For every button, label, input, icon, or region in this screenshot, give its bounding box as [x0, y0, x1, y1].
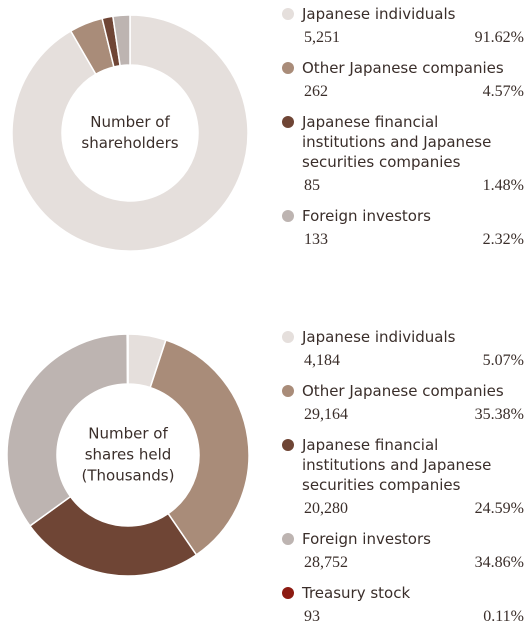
center-label: shares held [85, 446, 172, 464]
legend-numbers: 20,280 24.59% [282, 495, 524, 523]
legend-dot [282, 210, 294, 222]
legend-dot [282, 331, 294, 343]
legend-label: Foreign investors [302, 530, 431, 548]
donut-slice [11, 14, 249, 252]
legend-dot [282, 8, 294, 20]
legend-label: Treasury stock [302, 584, 411, 602]
legend-name: Treasury stock [282, 583, 524, 603]
donut-slice [149, 339, 250, 556]
percent-label: 2.32% [482, 231, 524, 248]
legend-dot [282, 533, 294, 545]
legend-name: Other Japanese companies [282, 381, 524, 401]
legend-item: Japanese financial institutions and Japa… [282, 112, 524, 200]
legend-item: Other Japanese companies 262 4.57% [282, 58, 524, 106]
center-label: shareholders [81, 134, 178, 152]
count-label: 93 [304, 608, 320, 625]
center-label: (Thousands) [82, 467, 175, 485]
legend-item: Japanese individuals 5,251 91.62% [282, 4, 524, 52]
count-label: 85 [304, 177, 320, 194]
count-label: 262 [304, 83, 328, 100]
count-label: 133 [304, 231, 328, 248]
legend-name: Other Japanese companies [282, 58, 524, 78]
legend-dot [282, 439, 294, 451]
legend-item: Japanese financial institutions and Japa… [282, 435, 524, 523]
legend-numbers: 4,184 5.07% [282, 347, 524, 375]
legend-numbers: 133 2.32% [282, 226, 524, 254]
percent-label: 35.38% [474, 406, 524, 423]
percent-label: 5.07% [482, 352, 524, 369]
percent-label: 34.86% [474, 554, 524, 571]
count-label: 29,164 [304, 406, 348, 423]
legend-name: Foreign investors [282, 529, 524, 549]
legend-dot [282, 587, 294, 599]
count-label: 20,280 [304, 500, 348, 517]
count-label: 28,752 [304, 554, 348, 571]
percent-label: 91.62% [474, 29, 524, 46]
legend: Japanese individuals 4,184 5.07% Other Japa… [282, 327, 524, 637]
count-label: 4,184 [304, 352, 340, 369]
legend-item: Foreign investors 133 2.32% [282, 206, 524, 254]
legend-name: Japanese individuals [282, 4, 524, 24]
legend-name: Foreign investors [282, 206, 524, 226]
percent-label: 24.59% [474, 500, 524, 517]
legend-dot [282, 385, 294, 397]
legend-label: Other Japanese companies [302, 59, 504, 77]
legend-item: Japanese individuals 4,184 5.07% [282, 327, 524, 375]
donut-slice [126, 333, 129, 385]
legend-label: Japanese financial institutions and Japa… [302, 113, 492, 171]
donut-slice [28, 495, 198, 577]
legend-numbers: 85 1.48% [282, 172, 524, 200]
legend-label: Japanese individuals [302, 328, 456, 346]
legend-label: Foreign investors [302, 207, 431, 225]
percent-label: 0.11% [483, 608, 524, 625]
legend-label: Japanese individuals [302, 5, 456, 23]
legend-dot [282, 116, 294, 128]
legend: Japanese individuals 5,251 91.62% Other Jap… [282, 4, 524, 260]
legend-label: Japanese financial institutions and Japa… [302, 436, 492, 494]
legend-item: Foreign investors 28,752 34.86% [282, 529, 524, 577]
legend-numbers: 262 4.57% [282, 78, 524, 106]
donut-slice [112, 14, 131, 67]
legend-name: Japanese financial institutions and Japa… [282, 435, 524, 495]
center-label: Number of [90, 113, 170, 131]
legend-item: Other Japanese companies 29,164 35.38% [282, 381, 524, 429]
legend-label: Other Japanese companies [302, 382, 504, 400]
percent-label: 4.57% [482, 83, 524, 100]
donut-slice [6, 333, 129, 527]
legend-name: Japanese individuals [282, 327, 524, 347]
legend-numbers: 5,251 91.62% [282, 24, 524, 52]
count-label: 5,251 [304, 29, 340, 46]
percent-label: 1.48% [482, 177, 524, 194]
legend-numbers: 93 0.11% [282, 603, 524, 631]
legend-item: Treasury stock 93 0.11% [282, 583, 524, 631]
legend-numbers: 28,752 34.86% [282, 549, 524, 577]
legend-numbers: 29,164 35.38% [282, 401, 524, 429]
legend-dot [282, 62, 294, 74]
center-label: Number of [88, 425, 168, 443]
legend-name: Japanese financial institutions and Japa… [282, 112, 524, 172]
